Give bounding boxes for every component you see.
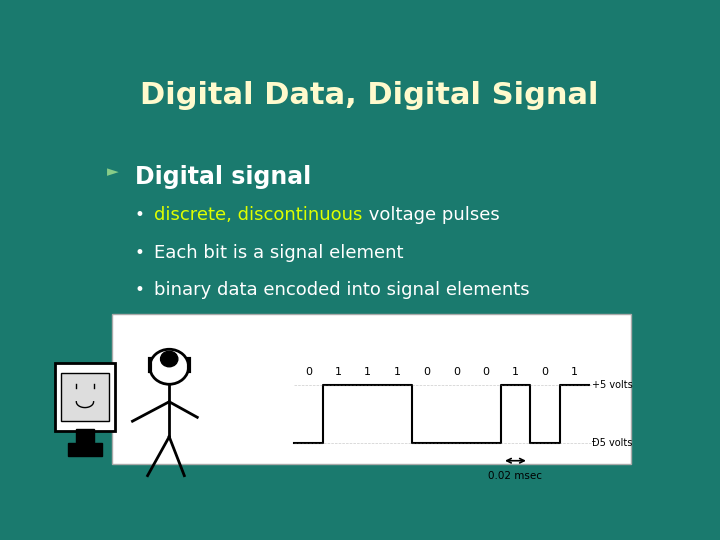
Text: Each bit is a signal element: Each bit is a signal element bbox=[154, 244, 404, 261]
Bar bbox=[112, 314, 631, 464]
Circle shape bbox=[587, 435, 665, 493]
Text: 0: 0 bbox=[305, 367, 312, 377]
Circle shape bbox=[161, 351, 178, 367]
Text: 1: 1 bbox=[335, 367, 342, 377]
Text: voltage pulses: voltage pulses bbox=[363, 206, 499, 224]
Bar bbox=[61, 373, 109, 421]
Text: 0: 0 bbox=[453, 367, 460, 377]
Circle shape bbox=[150, 349, 189, 384]
Text: Digital signal: Digital signal bbox=[135, 165, 311, 188]
Text: 1: 1 bbox=[394, 367, 401, 377]
Text: 1: 1 bbox=[571, 367, 578, 377]
Text: ►: ► bbox=[107, 165, 119, 180]
Text: Digital Data, Digital Signal: Digital Data, Digital Signal bbox=[140, 82, 598, 111]
Text: 1: 1 bbox=[364, 367, 372, 377]
Text: 0: 0 bbox=[541, 367, 549, 377]
Text: binary data encoded into signal elements: binary data encoded into signal elements bbox=[154, 281, 530, 299]
Bar bbox=[76, 429, 94, 444]
Bar bbox=[55, 363, 115, 431]
Text: •: • bbox=[135, 206, 145, 224]
Text: •: • bbox=[135, 281, 145, 299]
Bar bbox=[68, 443, 102, 456]
Text: Ð5 volts: Ð5 volts bbox=[593, 438, 633, 448]
Text: 0: 0 bbox=[423, 367, 431, 377]
Text: +5 volts: +5 volts bbox=[593, 380, 633, 390]
Text: 0: 0 bbox=[482, 367, 490, 377]
Text: discrete, discontinuous: discrete, discontinuous bbox=[154, 206, 363, 224]
Text: 1: 1 bbox=[512, 367, 519, 377]
Text: •: • bbox=[135, 244, 145, 261]
Circle shape bbox=[581, 435, 637, 476]
Text: 0.02 msec: 0.02 msec bbox=[488, 471, 542, 481]
